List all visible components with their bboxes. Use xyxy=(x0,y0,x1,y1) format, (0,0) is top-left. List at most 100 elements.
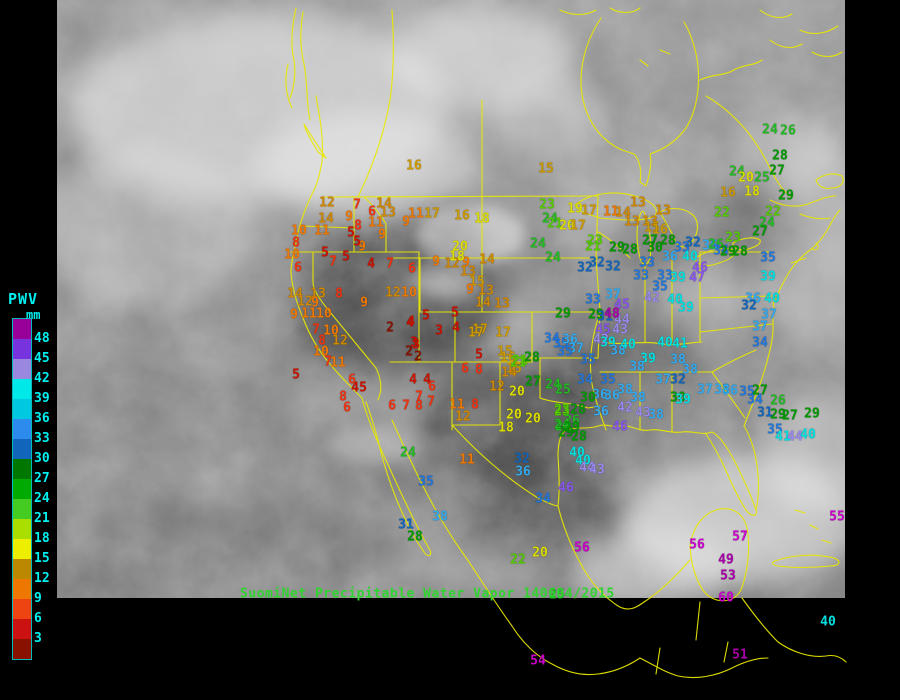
station-value: 28 xyxy=(732,244,748,260)
station-value: 42 xyxy=(617,400,633,416)
legend-label: 3 xyxy=(34,631,42,646)
station-value: 40 xyxy=(657,335,673,351)
station-value: 15 xyxy=(538,161,554,177)
station-value: 34 xyxy=(713,243,729,259)
legend-label: 27 xyxy=(34,471,50,486)
station-value: 12 xyxy=(297,294,313,310)
station-value: 16 xyxy=(454,208,470,224)
station-value: 24 xyxy=(729,164,745,180)
station-value: 60 xyxy=(718,590,734,606)
station-value: 39 xyxy=(675,392,691,408)
station-value: 35 xyxy=(600,372,616,388)
station-value: 34 xyxy=(752,335,768,351)
station-value: 32 xyxy=(514,451,530,467)
legend-color-swatch xyxy=(13,539,31,559)
station-value: 33 xyxy=(633,268,649,284)
station-value: 35 xyxy=(418,474,434,490)
station-value: 13 xyxy=(642,214,658,230)
legend-color-swatch xyxy=(13,619,31,639)
station-value: 16 xyxy=(406,158,422,174)
station-value: 8 xyxy=(475,362,483,378)
legend-color-swatch xyxy=(13,379,31,399)
station-value: 2 xyxy=(405,344,413,360)
station-value: 25 xyxy=(754,170,770,186)
station-value: 42 xyxy=(593,332,609,348)
station-value: 33 xyxy=(657,268,673,284)
station-value: 33 xyxy=(674,240,690,256)
legend-label: 18 xyxy=(34,531,50,546)
station-value: 32 xyxy=(741,298,757,314)
station-value: 8 xyxy=(354,218,362,234)
station-value: 36 xyxy=(515,464,531,480)
station-value: 24 xyxy=(400,445,416,461)
station-value: 39 xyxy=(640,351,656,367)
legend-label: 48 xyxy=(34,331,50,346)
station-value: 29 xyxy=(778,188,794,204)
station-value: 57 xyxy=(732,529,748,545)
station-value: 24 xyxy=(762,122,778,138)
station-value: 10 xyxy=(401,285,417,301)
station-value: 20 xyxy=(509,384,525,400)
station-value: 12 xyxy=(489,379,505,395)
station-value: 5 xyxy=(422,308,430,324)
station-value: 6 xyxy=(348,372,356,388)
station-value: 11 xyxy=(368,215,384,231)
station-value: 13 xyxy=(655,203,671,219)
station-value: 4 xyxy=(367,256,375,272)
station-value: 42 xyxy=(644,290,660,306)
station-value: 40 xyxy=(820,614,836,630)
station-value: 4 xyxy=(407,314,415,330)
station-value: 33 xyxy=(639,255,655,271)
station-value: 44 xyxy=(579,460,595,476)
station-value: 37 xyxy=(605,287,621,303)
station-value: 8 xyxy=(339,389,347,405)
station-value: 35 xyxy=(652,279,668,295)
station-value: 12 xyxy=(385,285,401,301)
legend-title: PWV xyxy=(8,290,39,308)
station-value: 51 xyxy=(732,647,748,663)
caption: SuomiNet Precipitable Water Vapor 140604… xyxy=(240,586,615,602)
station-value: 12 xyxy=(455,409,471,425)
station-value: 44 xyxy=(787,429,803,445)
legend-label: 36 xyxy=(34,411,50,426)
station-value: 39 xyxy=(760,269,776,285)
legend-color-swatch xyxy=(13,599,31,619)
station-value: 28 xyxy=(660,233,676,249)
station-value: 11 xyxy=(314,223,330,239)
station-value: 2 xyxy=(414,349,422,365)
station-value: 4 xyxy=(351,380,359,396)
station-value: 9 xyxy=(360,295,368,311)
station-value: 36 xyxy=(592,387,608,403)
station-value: 38 xyxy=(617,382,633,398)
legend-color-swatch xyxy=(13,519,31,539)
station-value: 30 xyxy=(670,390,686,406)
station-value: 35 xyxy=(557,344,573,360)
station-value: 23 xyxy=(539,197,555,213)
pwv-legend: PWV mm 48 45 42 39 36 33 30 27 24 21 18 15 12 9 6 3 xyxy=(8,290,60,660)
station-value: 16 xyxy=(652,222,668,238)
legend-color-swatch xyxy=(13,479,31,499)
station-value: 27 xyxy=(525,374,541,390)
station-value: 38 xyxy=(714,382,730,398)
station-value: 43 xyxy=(635,405,651,421)
station-value: 5 xyxy=(359,380,367,396)
station-value: 20 xyxy=(525,411,541,427)
station-value: 18 xyxy=(474,211,490,227)
station-value: 37 xyxy=(761,307,777,323)
station-value: 5 xyxy=(292,367,300,383)
station-value: 36 xyxy=(562,332,578,348)
station-value: 8 xyxy=(318,333,326,349)
station-value: 34 xyxy=(577,372,593,388)
station-value: 7 xyxy=(353,197,361,213)
station-value: 55 xyxy=(829,509,845,525)
station-value: 7 xyxy=(415,389,423,405)
station-value: 23 xyxy=(554,404,570,420)
station-value: 29 xyxy=(564,420,580,436)
station-value: 6 xyxy=(368,204,376,220)
station-value: 22 xyxy=(714,205,730,221)
station-value: 36 xyxy=(662,249,678,265)
station-value: 31 xyxy=(757,405,773,421)
station-value: 14 xyxy=(501,365,517,381)
station-value: 7 xyxy=(324,354,332,370)
